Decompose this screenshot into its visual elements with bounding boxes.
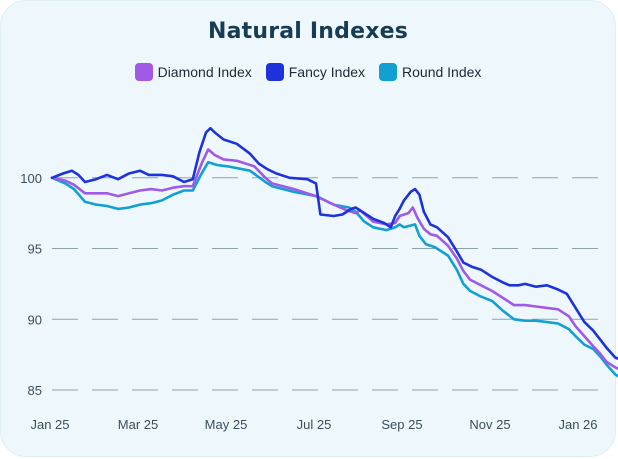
legend-item-diamond[interactable]: Diamond Index <box>134 63 252 81</box>
x-tick-label: Jan 26 <box>558 417 597 432</box>
legend-item-round[interactable]: Round Index <box>379 63 481 81</box>
y-tick-label: 90 <box>28 312 42 327</box>
x-axis-labels: Jan 25 Mar 25 May 25 Jul 25 Sep 25 Nov 25 Jan … <box>30 417 597 432</box>
legend-item-fancy[interactable]: Fancy Index <box>265 63 366 81</box>
legend: Diamond Index Fancy Index Round Index <box>1 63 615 81</box>
chart-title: Natural Indexes <box>207 19 409 44</box>
y-tick-label: 85 <box>28 383 42 398</box>
legend-label-diamond: Diamond Index <box>157 64 252 80</box>
x-tick-label: Jan 25 <box>30 417 69 432</box>
legend-label-fancy: Fancy Index <box>288 64 366 80</box>
x-tick-label: Nov 25 <box>469 417 510 432</box>
y-axis-labels: 85 90 95 100 <box>20 171 42 398</box>
x-tick-label: May 25 <box>205 417 248 432</box>
legend-swatch-round <box>379 63 398 81</box>
legend-swatch-diamond <box>134 63 153 81</box>
y-tick-label: 95 <box>28 242 42 257</box>
x-tick-label: Jul 25 <box>297 417 332 432</box>
legend-label-round: Round Index <box>402 64 482 80</box>
series-layer <box>50 126 618 378</box>
series-line-fancy-index <box>50 126 618 361</box>
y-tick-label: 100 <box>20 171 42 186</box>
series-line-diamond-index <box>50 148 618 371</box>
x-tick-label: Mar 25 <box>118 417 158 432</box>
x-tick-label: Sep 25 <box>381 417 422 432</box>
grid-layer <box>52 177 598 391</box>
series-line-round-index <box>50 160 618 378</box>
legend-swatch-fancy <box>265 63 284 81</box>
